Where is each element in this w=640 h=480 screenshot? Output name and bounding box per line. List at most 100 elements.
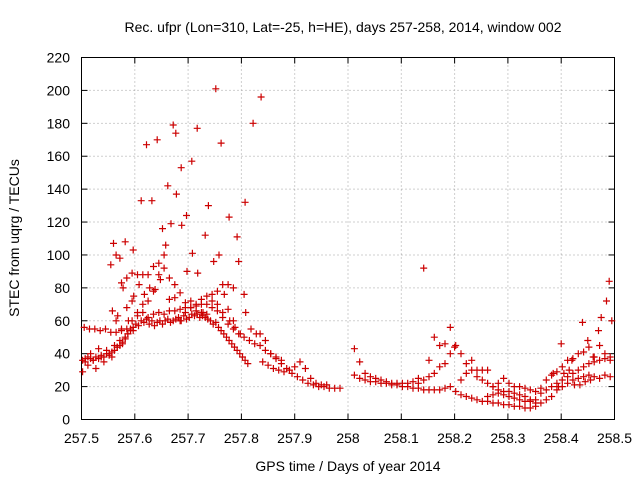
data-point [595,327,602,335]
data-point [118,279,125,287]
y-tick-label: 140 [47,181,71,197]
data-point [414,384,422,392]
data-point [155,309,163,316]
data-point [597,314,605,321]
data-point [505,379,513,387]
data-point [596,342,604,349]
data-point [124,317,132,325]
data-point [213,287,221,295]
data-point [135,281,143,289]
data-point [569,376,577,384]
data-point [606,373,614,381]
data-point [516,383,524,391]
data-point [489,391,497,399]
data-point [441,360,449,368]
y-axis-label: STEC from uqrg / TECUs [6,159,22,317]
data-point [350,345,358,353]
y-tick-label: 120 [47,214,71,230]
x-tick-label: 257.5 [64,430,99,446]
data-point [590,373,598,381]
chart-title: Rec. ufpr (Lon=310, Lat=-25, h=HE), days… [124,19,561,35]
data-point [177,164,185,172]
data-point [134,309,141,316]
data-point [494,379,502,387]
data-point [304,379,312,387]
data-point [150,310,157,318]
data-point [581,378,589,386]
data-point [537,384,545,392]
data-point [264,361,272,369]
data-points [79,85,616,412]
data-point [608,317,616,325]
data-point [171,307,179,315]
data-point [160,251,168,259]
data-point [212,318,220,326]
data-point [589,353,597,361]
data-point [172,190,180,198]
y-tick-label: 40 [54,346,70,362]
data-point [549,369,557,377]
data-point [296,358,304,366]
data-point [275,366,283,374]
data-point [210,258,218,265]
data-point [505,388,513,395]
data-point [95,345,103,353]
data-point [307,374,315,382]
data-point [144,271,152,279]
data-point [587,376,594,384]
data-point [505,401,513,409]
data-point [139,300,147,308]
x-tick-label: 257.7 [171,430,206,446]
data-point [203,310,211,318]
data-point [526,404,534,412]
data-point [203,300,211,308]
data-point [192,300,200,308]
data-point [553,368,561,376]
x-axis-label: GPS time / Days of year 2014 [255,458,440,474]
data-point [462,369,470,377]
data-point [261,337,269,344]
data-point [155,259,163,267]
x-tick-label: 257.9 [277,430,312,446]
data-point [128,269,136,277]
data-point [446,383,454,391]
data-point [251,340,259,348]
data-point [361,376,369,384]
data-point [574,366,582,374]
data-point [580,373,588,381]
data-point [452,342,460,349]
data-point [256,342,264,349]
data-point [172,129,180,137]
data-point [269,365,277,372]
data-point [484,366,492,374]
y-tick-label: 60 [54,313,70,329]
data-point [420,264,428,272]
data-point [219,309,227,316]
data-point [240,333,248,341]
data-point [144,314,152,321]
data-point [107,261,115,269]
data-point [601,371,609,379]
data-point [553,379,561,387]
data-point [108,307,116,315]
data-point [277,360,285,368]
data-point [261,346,269,354]
grid-lines [81,57,615,420]
data-point [159,225,166,233]
data-point [596,356,604,364]
data-point [151,286,159,293]
data-point [128,297,136,305]
data-point [468,356,476,364]
data-point [213,300,221,308]
data-point [217,139,225,147]
data-point [574,374,582,382]
data-point [564,379,572,387]
data-point [436,342,444,349]
data-point [148,197,156,205]
data-point [478,376,486,384]
data-point [245,337,253,344]
data-point [236,330,244,338]
data-point [336,384,344,392]
data-point [558,376,566,384]
data-point [212,85,220,93]
